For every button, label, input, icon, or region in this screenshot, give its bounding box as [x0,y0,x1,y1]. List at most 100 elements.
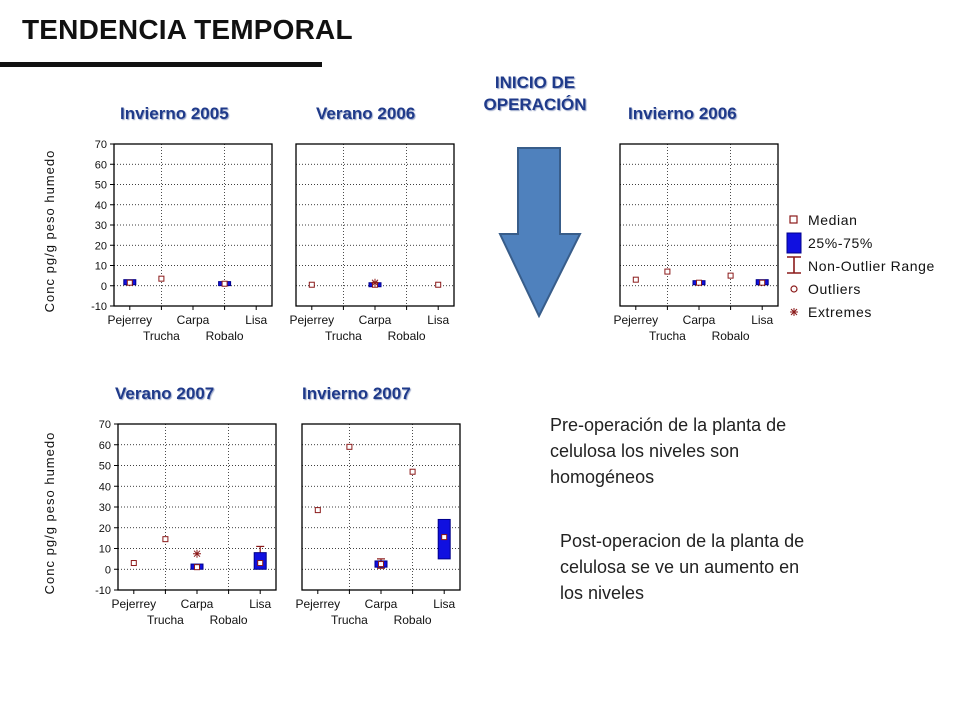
note-pre-operacion: Pre-operación de la planta de celulosa l… [550,412,850,490]
median-marker [632,276,639,283]
median-marker [308,281,315,288]
y-axis-label: Conc pg/g peso humedo [42,432,57,595]
x-tick-label: Lisa [427,313,449,327]
extreme-marker [193,549,201,558]
legend-label: 25%-75% [808,235,873,251]
inicio-line-2: OPERACIÓN [483,95,587,114]
x-tick-label: Robalo [206,329,244,343]
y-tick-label: 20 [99,523,111,535]
median-marker [409,468,416,475]
legend: Median 25%-75% Non-Outlier Range Outliers Ex… [786,212,935,320]
x-tick-label: Robalo [394,613,432,627]
median-marker [696,279,702,286]
down-arrow-shape [498,147,582,318]
legend-label: Median [808,212,858,228]
x-tick-label: Pejerrey [111,597,156,611]
median-marker [435,281,442,288]
note-pre-line-2: celulosa los niveles son [550,441,740,461]
y-tick-label: 20 [95,240,107,252]
median-marker [158,275,165,282]
y-tick-label: 10 [95,261,107,273]
x-tick-label: Pejerrey [295,597,340,611]
panel-title-invierno-2005: Invierno 2005 [120,104,229,123]
note-post-line-1: Post-operacion de la planta de [560,531,805,551]
legend-label: Non-Outlier Range [808,258,935,274]
y-tick-label: 60 [99,440,111,452]
legend-extreme-icon [790,308,798,316]
page-title: TENDENCIA TEMPORAL [22,14,353,45]
median-marker [314,507,321,514]
median-marker [194,564,200,571]
note-post-line-2: celulosa se ve un aumento en [560,557,800,577]
x-tick-label: Carpa [181,597,214,611]
title-underline [0,62,322,67]
y-axis-label: Conc pg/g peso humedo [42,150,57,313]
x-tick-label: Trucha [649,329,686,343]
boxplot-verano-2007: -10 0 10 20 30 40 50 60 70 Conc pg/g peso humedo P… [42,419,277,627]
x-tick-label: Trucha [143,329,180,343]
median-marker [130,560,137,567]
down-arrow-icon [498,147,582,318]
median-marker [759,279,766,286]
y-tick-label: 10 [99,544,111,556]
y-tick-label: -10 [91,301,107,313]
median-marker [378,561,384,568]
x-tick-label: Lisa [433,597,455,611]
y-tick-label: 60 [95,159,107,171]
x-tick-label: Lisa [245,313,267,327]
y-tick-label: 30 [99,502,111,514]
note-post-line-3: los niveles [560,583,645,603]
x-tick-label: Robalo [388,329,426,343]
median-marker [727,272,734,279]
note-post-operacion: Post-operacion de la planta de celulosa … [560,528,860,606]
x-tick-label: Robalo [210,613,248,627]
boxplot-invierno-2005: -10 0 10 20 30 40 50 60 70 Conc pg/g peso humedo P… [42,139,273,343]
median-marker [441,534,448,541]
panel-title-verano-2006: Verano 2006 [316,104,416,123]
median-marker [257,560,264,567]
legend-box-icon [786,232,802,254]
x-tick-label: Carpa [683,313,716,327]
legend-median-icon [789,215,798,224]
x-tick-label: Trucha [325,329,362,343]
x-tick-label: Carpa [177,313,210,327]
legend-outlier-icon [790,285,798,293]
x-tick-label: Carpa [365,597,398,611]
median-marker [162,536,169,543]
median-marker [346,443,353,450]
y-tick-label: 50 [95,180,107,192]
panel-title-invierno-2006: Invierno 2006 [628,104,737,123]
y-tick-label: 70 [95,139,107,151]
x-tick-label: Pejerrey [613,313,658,327]
note-pre-line-1: Pre-operación de la planta de [550,415,787,435]
legend-label: Extremes [808,304,872,320]
x-tick-label: Trucha [331,613,368,627]
y-tick-label: 0 [105,564,111,576]
x-tick-label: Lisa [751,313,773,327]
note-pre-line-3: homogéneos [550,467,655,487]
legend-whisker-icon [787,256,801,274]
median-marker [221,280,228,287]
panel-title-verano-2007: Verano 2007 [115,384,215,403]
y-tick-label: 40 [99,481,111,493]
x-tick-label: Carpa [359,313,392,327]
x-tick-label: Robalo [712,329,750,343]
y-tick-label: 70 [99,419,111,431]
legend-label: Outliers [808,281,861,297]
extreme-marker [371,278,379,287]
median-marker [664,268,671,275]
inicio-operacion-label: INICIO DE OPERACIÓN [470,72,600,116]
y-tick-label: 40 [95,200,107,212]
inicio-line-1: INICIO DE [494,73,576,92]
x-tick-label: Pejerrey [107,313,152,327]
y-tick-label: 30 [95,220,107,232]
y-tick-label: 0 [101,281,107,293]
x-tick-label: Trucha [147,613,184,627]
panel-title-invierno-2007: Invierno 2007 [302,384,411,403]
y-tick-label: -10 [95,585,111,597]
x-tick-label: Pejerrey [289,313,334,327]
y-tick-label: 50 [99,461,111,473]
